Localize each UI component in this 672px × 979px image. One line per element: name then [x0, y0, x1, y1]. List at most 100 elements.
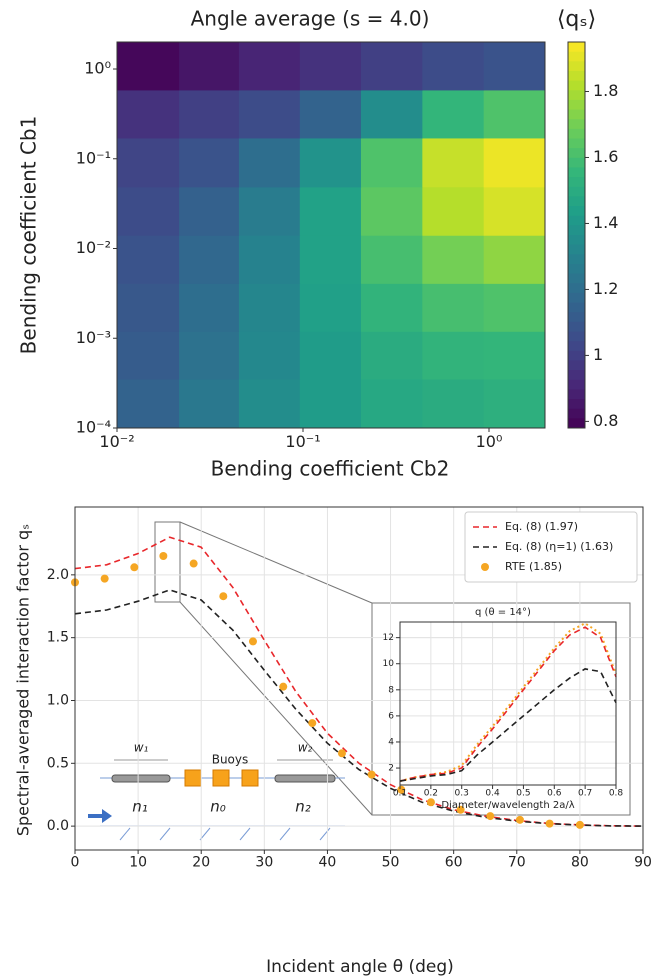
wave-arrow: [88, 809, 112, 823]
colorbar-segment: [568, 167, 585, 178]
data-point: [456, 805, 465, 814]
annotation: n₂: [295, 798, 311, 816]
annotation: w₂: [298, 741, 313, 755]
data-point: [486, 812, 495, 821]
colorbar-segment: [568, 177, 585, 188]
buoy: [212, 769, 230, 787]
data-point: [100, 574, 109, 583]
y-tick-label: 10⁻¹: [76, 148, 111, 167]
legend-frame: [464, 511, 638, 583]
colorbar-segment: [568, 215, 585, 226]
y-tick-label: 1.5: [47, 630, 69, 646]
x-tick-label: 0.3: [455, 789, 469, 799]
colorbar-segment: [568, 186, 585, 197]
x-tick-label: 0.7: [578, 789, 592, 799]
data-point: [159, 552, 168, 560]
heat-cell: [179, 137, 240, 188]
heat-cell: [360, 137, 423, 188]
colorbar-segment: [568, 350, 585, 361]
heat-cell: [360, 89, 423, 139]
zoom-box: [154, 521, 181, 603]
data-point: [397, 785, 406, 794]
colorbar-segment: [568, 80, 585, 91]
heat-cell: [422, 379, 485, 429]
legend-label: Eq. (8) (η=1) (1.63): [505, 540, 613, 553]
data-point: [545, 819, 554, 828]
plot-area: [399, 622, 617, 783]
data-point: [279, 682, 288, 691]
heat-cell: [422, 42, 485, 91]
zoom-connector: [179, 601, 373, 816]
plot-area: [71, 536, 644, 829]
legend-label: Eq. (8) (1.97): [505, 520, 578, 533]
y-tick-label: 10: [383, 659, 395, 669]
heat-cell: [238, 89, 301, 139]
chart-title: Angle average (s = 4.0): [191, 7, 430, 31]
data-line: [399, 622, 617, 783]
data-point: [130, 563, 139, 572]
heat-cell: [360, 283, 423, 332]
heat-cell: [238, 283, 301, 332]
colorbar-segment: [568, 283, 585, 294]
hatch: [119, 827, 331, 841]
y-tick-label: 2.0: [47, 567, 69, 583]
y-tick-label: 0.0: [47, 818, 69, 834]
x-tick-label: 10⁻²: [99, 432, 134, 451]
y-tick-label: 8: [388, 685, 394, 695]
colorbar-tick-label: 0.8: [593, 411, 618, 430]
data-point: [219, 592, 228, 601]
heat-cell: [117, 379, 180, 429]
colorbar-tick-label: 1.2: [593, 279, 618, 298]
data-point: [575, 820, 584, 829]
heat-cell: [238, 331, 301, 380]
heat-cell: [483, 283, 546, 332]
colorbar-tick-label: 1.6: [593, 147, 618, 166]
data-line: [399, 668, 617, 782]
data-point: [426, 798, 435, 807]
heat-cell: [483, 331, 546, 380]
plot-frame: [74, 506, 644, 851]
data-point: [308, 719, 317, 728]
annotation: Buoys: [212, 753, 249, 767]
buoy: [184, 769, 202, 787]
x-tick-label: 0.5: [516, 789, 530, 799]
colorbar-segment: [568, 70, 585, 82]
colorbar-segment: [568, 206, 585, 217]
annotation: w₁: [134, 741, 149, 755]
heat-cell: [179, 89, 240, 139]
x-tick-label: 10: [129, 855, 147, 871]
colorbar-segment: [568, 254, 585, 265]
heat-cell: [117, 186, 180, 236]
y-tick-label: 10⁰: [84, 59, 111, 78]
heat-cell: [483, 42, 546, 91]
sheet: [111, 774, 171, 783]
x-tick-label: 70: [508, 855, 526, 871]
heat-cell: [299, 42, 362, 91]
heat-cell: [179, 331, 240, 380]
colorbar-segment: [568, 370, 585, 381]
data-point: [515, 815, 524, 824]
colorbar-tick-label: 1: [593, 345, 603, 364]
plot-frame: [399, 621, 617, 786]
heat-cell: [422, 186, 485, 236]
heat-cell: [360, 186, 423, 236]
annotation: n₁: [132, 798, 148, 816]
colorbar-frame: [567, 41, 586, 429]
x-tick-label: 50: [382, 855, 400, 871]
x-tick-label: 40: [319, 855, 337, 871]
y-tick-label: 6: [388, 711, 394, 721]
colorbar-segment: [568, 235, 585, 246]
heat-cell: [238, 235, 301, 284]
colorbar-segment: [568, 263, 585, 275]
colorbar-segment: [568, 99, 585, 111]
x-tick-label: 20: [192, 855, 210, 871]
heat-cell: [238, 137, 301, 188]
heat-cell: [360, 42, 423, 91]
x-axis-label: Incident angle θ (deg): [266, 957, 454, 977]
heat-cell: [179, 235, 240, 284]
plot-frame: [116, 41, 546, 429]
heat-cell: [117, 42, 180, 91]
x-axis-label: Diameter/wavelength 2a/λ: [441, 800, 574, 811]
x-tick-label: 10⁰: [476, 432, 503, 451]
colorbar-segment: [568, 109, 585, 120]
